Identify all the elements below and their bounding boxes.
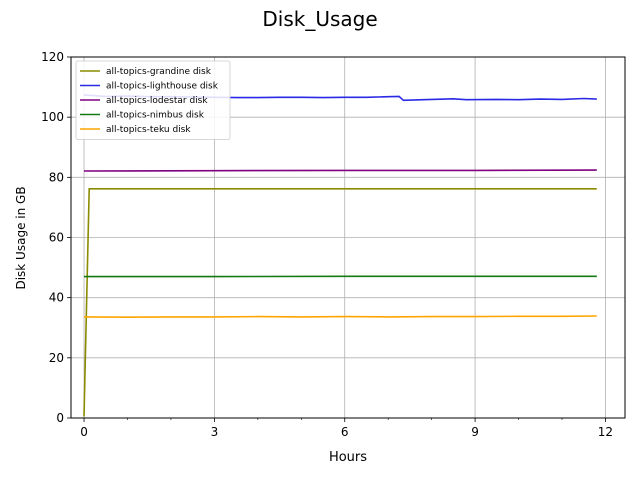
- series-lines: [83, 94, 597, 417]
- y-tick-label: 20: [49, 351, 64, 365]
- y-tick-label: 60: [49, 231, 64, 245]
- y-tick-label: 40: [49, 291, 64, 305]
- x-tick-label: 12: [598, 425, 613, 439]
- x-tick-label: 3: [211, 425, 219, 439]
- y-tick-label: 80: [49, 170, 64, 184]
- y-tick-label: 100: [41, 110, 64, 124]
- legend-entry: all-topics-lighthouse disk: [106, 82, 219, 92]
- legend-entry: all-topics-grandine disk: [106, 67, 212, 77]
- y-axis-label: Disk Usage in GB: [14, 186, 28, 289]
- legend-box: [75, 60, 231, 140]
- legend-entry: all-topics-teku disk: [106, 125, 191, 135]
- x-tick-label: 0: [80, 425, 88, 439]
- x-tick-label: 6: [341, 425, 349, 439]
- y-ticks: 0 20 40 60 80 100 120: [41, 50, 71, 425]
- series-line-all-topics-teku-disk: [83, 315, 597, 319]
- series-line-all-topics-grandine-disk: [83, 188, 597, 417]
- x-axis-label: Hours: [329, 450, 367, 465]
- x-ticks: 0 3 6 9 12: [80, 418, 613, 439]
- legend: all-topics-grandine disk all-topics-light…: [75, 60, 231, 140]
- series-line-all-topics-lodestar-disk: [83, 169, 597, 172]
- chart-title: Disk_Usage: [262, 7, 377, 31]
- y-tick-label: 0: [56, 411, 64, 425]
- y-tick-label: 120: [41, 50, 64, 64]
- legend-entry: all-topics-lodestar disk: [106, 96, 208, 106]
- legend-entry: all-topics-nimbus disk: [106, 111, 205, 121]
- x-tick-label: 9: [471, 425, 479, 439]
